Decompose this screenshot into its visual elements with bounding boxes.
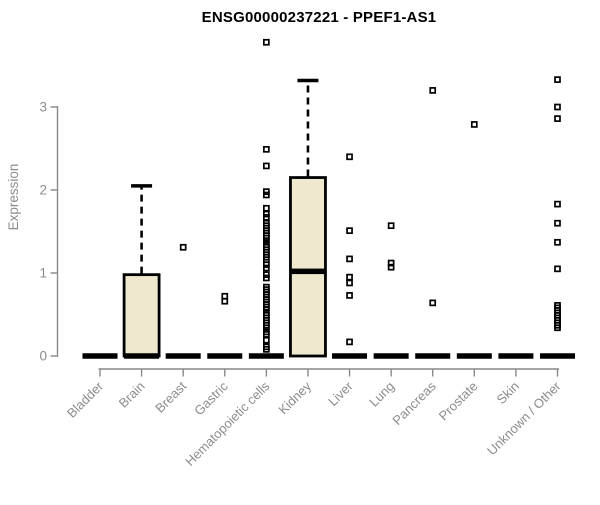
outlier-point [263,264,270,272]
outlier-point [554,103,561,111]
zero-bar [539,353,575,359]
box-rect [289,176,327,358]
outlier-point [554,115,561,122]
box-group-hematopoietic-cells [248,38,284,359]
box-group-brain [122,184,161,359]
outlier-point [346,227,353,235]
zero-bar [165,353,201,359]
x-axis-category-label: Breast [152,378,189,415]
outlier-point [387,263,395,271]
outlier-point [554,265,561,273]
x-axis-category-label: Unknown / Other [484,378,564,458]
x-axis-category-label: Pancreas [389,378,439,428]
y-axis-tick-label: 3 [39,100,47,115]
x-axis-category-label: Brain [116,379,148,411]
x-axis-category-label: Bladder [64,378,107,421]
outlier-point [346,153,353,161]
outlier-point [554,324,561,332]
outlier-point [263,324,270,332]
y-axis-tick-label: 0 [39,349,47,364]
median-line [290,268,326,275]
outlier-point [346,292,353,299]
zero-bar [373,353,409,359]
outlier-point [429,87,437,94]
outlier-point [554,238,561,246]
x-axis-category-label: Kidney [275,378,314,417]
outlier-point [554,219,561,227]
y-axis-label: Expression [6,163,21,231]
outlier-point [263,336,270,344]
outlier-point [263,274,270,282]
outlier-point [346,279,353,287]
x-axis-category-label: Skin [494,379,522,407]
box-group-unknown-other [539,76,575,359]
chart-title: ENSG00000237221 - PPEF1-AS1 [201,9,437,26]
y-axis-tick-label: 1 [39,266,47,281]
outlier-point [221,297,229,305]
outlier-point [346,273,353,281]
box-group-liver [332,153,368,359]
box-group-lung [373,222,409,359]
zero-bar [415,353,451,359]
outlier-point [346,255,353,263]
zero-bar [82,353,118,359]
box-group-bladder [82,353,118,359]
outlier-point [554,76,561,83]
outlier-point [554,200,561,208]
outlier-point [263,204,270,212]
outlier-point [470,121,478,128]
outlier-point [263,162,270,170]
x-axis-category-label: Lung [366,379,397,410]
y-axis-tick-label: 2 [39,183,47,198]
outlier-point [263,38,270,46]
outlier-point [387,222,395,230]
zero-bar [456,353,492,359]
box-group-pancreas [415,87,451,359]
x-axis-category-label: Prostate [436,379,481,424]
box-rect [122,273,161,358]
median-line [124,353,160,359]
box-group-prostate [456,121,492,359]
outlier-point [263,346,270,353]
box-group-kidney [289,78,327,358]
zero-bar [207,353,243,359]
outlier-point [179,243,187,251]
zero-bar [332,353,368,359]
box-group-skin [498,353,534,359]
x-axis-category-label: Liver [325,378,356,409]
x-axis-category-label: Gastric [191,378,231,418]
box-group-gastric [207,292,243,359]
zero-bar [498,353,534,359]
outlier-point [263,191,270,199]
zero-bar [248,353,284,359]
box-group-breast [165,243,201,359]
outlier-point [263,145,270,153]
outlier-point [387,259,395,267]
outlier-point [429,299,437,307]
outlier-point [346,338,353,346]
